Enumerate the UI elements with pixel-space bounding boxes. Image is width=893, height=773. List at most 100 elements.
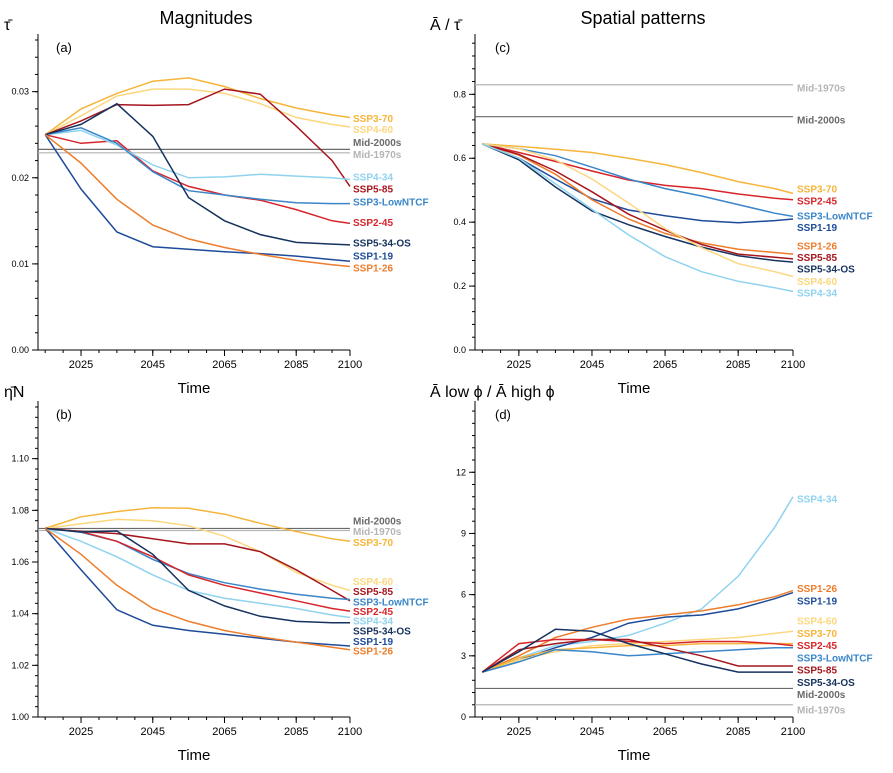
panel-c-spatial-ratio: 0.0 0.2 0.4 0.6 0.8 2025 2045 2065 2085 2100 Time (…	[430, 16, 873, 397]
y-tick-label: 9	[461, 528, 466, 538]
series-line-ssp3-lowntcf	[45, 127, 350, 205]
series-label-mid-1970s: Mid-1970s	[797, 83, 846, 94]
series-label-ssp3-lowntcf: SSP3-LowNTCF	[797, 653, 873, 664]
y-tick-label: 0.01	[11, 259, 29, 269]
series-label-ssp3-lowntcf: SSP3-LowNTCF	[797, 212, 873, 223]
x-axis-label: Time	[178, 380, 211, 397]
x-tick-label: 2045	[580, 726, 604, 738]
y-tick-label: 1.08	[11, 505, 29, 515]
series-line-ssp3-70	[482, 143, 794, 195]
series-label-ssp2-45: SSP2-45	[797, 197, 837, 208]
series-label-mid-2000s: Mid-2000s	[353, 517, 402, 528]
series-line-ssp4-60	[45, 518, 351, 592]
series-line-ssp2-45	[482, 143, 794, 201]
series-label-ssp4-34: SSP4-34	[797, 494, 837, 505]
panel-letter: (b)	[56, 407, 72, 422]
panel-letter: (c)	[495, 40, 510, 55]
series-line-ssp3-70	[44, 507, 351, 543]
series-label-ssp4-60: SSP4-60	[353, 125, 393, 136]
x-tick-label: 2065	[653, 359, 677, 371]
x-tick-label: 2065	[212, 359, 236, 371]
series-line-ssp2-45	[481, 638, 794, 673]
x-axis-label: Time	[618, 380, 651, 397]
y-tick-label: 0.0	[453, 345, 466, 355]
series-line-ssp4-34	[45, 129, 351, 181]
series-label-ssp3-70: SSP3-70	[797, 629, 837, 640]
series-label-ssp1-26: SSP1-26	[353, 647, 393, 658]
x-tick-label: 2025	[507, 359, 531, 371]
y-axis-label: η̄N	[4, 384, 24, 401]
x-tick-label: 2065	[653, 726, 677, 738]
x-tick-label: 2065	[212, 726, 236, 738]
series-label-ssp1-19: SSP1-19	[353, 637, 393, 648]
series-line-ssp2-45	[45, 133, 351, 225]
x-tick-label: 2025	[69, 726, 93, 738]
series-label-mid-2000s: Mid-2000s	[797, 690, 846, 701]
y-tick-label: 1.04	[11, 609, 29, 619]
series-line-ssp1-26	[44, 527, 351, 651]
panel-letter: (a)	[56, 40, 72, 55]
series-label-ssp5-34-os: SSP5-34-OS	[353, 239, 411, 250]
series-label-ssp1-26: SSP1-26	[353, 264, 393, 275]
x-tick-label: 2085	[726, 726, 750, 738]
series-line-ssp1-26	[44, 134, 351, 268]
series-line-ssp3-70	[44, 77, 351, 136]
y-axis-label: Ā low ϕ / Ā high ϕ	[430, 383, 555, 401]
series-label-ssp4-34: SSP4-34	[353, 172, 393, 183]
y-tick-label: 1.10	[11, 454, 29, 464]
series-line-ssp4-60	[44, 88, 351, 136]
panel-letter: (d)	[495, 407, 511, 422]
series-label-ssp4-34: SSP4-34	[797, 289, 837, 300]
series-line-ssp5-34-os	[482, 143, 794, 263]
series-line-ssp2-45	[45, 527, 351, 612]
series-label-ssp1-26: SSP1-26	[797, 584, 837, 595]
y-tick-label: 3	[461, 651, 466, 661]
series-line-ssp3-lowntcf	[45, 527, 351, 601]
series-label-ssp3-lowntcf: SSP3-LowNTCF	[353, 597, 429, 608]
series-line-ssp5-34-os	[45, 527, 350, 624]
title-magnitudes: Magnitudes	[159, 8, 252, 28]
x-tick-label: 2100	[338, 726, 362, 738]
y-tick-label: 0.2	[453, 281, 466, 291]
x-tick-label: 2045	[141, 359, 165, 371]
series-line-ssp4-60	[482, 143, 794, 278]
y-tick-label: 12	[456, 467, 466, 477]
series-label-ssp1-26: SSP1-26	[797, 242, 837, 253]
x-tick-label: 2025	[69, 359, 93, 371]
series-line-ssp5-34-os	[481, 628, 793, 673]
series-line-ssp5-85	[44, 88, 351, 187]
x-tick-label: 2045	[580, 359, 604, 371]
panel-a-magnitude-tau: 0.00 0.01 0.02 0.03 2025 2045 2065 2085 2100 Time…	[4, 17, 429, 397]
x-tick-label: 2085	[284, 726, 308, 738]
series-label-ssp1-19: SSP1-19	[797, 223, 837, 234]
series-line-ssp1-26	[482, 143, 794, 255]
x-tick-label: 2100	[338, 359, 362, 371]
y-tick-label: 0.02	[11, 173, 29, 183]
series-line-ssp5-85	[481, 638, 793, 673]
x-tick-label: 2100	[781, 726, 805, 738]
series-label-ssp1-19: SSP1-19	[353, 252, 393, 263]
series-label-ssp2-45: SSP2-45	[797, 641, 837, 652]
series-line-ssp4-34	[44, 527, 351, 619]
series-label-ssp4-60: SSP4-60	[353, 577, 393, 588]
series-label-mid-2000s: Mid-2000s	[797, 115, 846, 126]
series-line-ssp5-85	[482, 143, 794, 260]
series-line-ssp1-19	[44, 134, 351, 263]
series-line-ssp3-lowntcf	[482, 143, 794, 218]
panel-b-eta-n: 1.00 1.02 1.04 1.06 1.08 1.10 2025 2045 2065 2085…	[4, 384, 429, 764]
series-label-ssp1-19: SSP1-19	[797, 596, 837, 607]
x-tick-label: 2025	[507, 726, 531, 738]
y-axis-label: Ā / τ̄	[430, 16, 463, 34]
series-label-ssp2-45: SSP2-45	[353, 607, 393, 618]
series-line-ssp3-lowntcf	[482, 646, 793, 673]
series-label-ssp3-70: SSP3-70	[797, 185, 837, 196]
series-label-ssp4-60: SSP4-60	[797, 617, 837, 628]
series-label-ssp5-85: SSP5-85	[797, 666, 837, 677]
x-tick-label: 2100	[781, 359, 805, 371]
y-tick-label: 0	[461, 712, 466, 722]
series-line-ssp3-70	[482, 642, 793, 673]
series-line-ssp1-26	[481, 589, 794, 673]
y-tick-label: 1.00	[11, 712, 29, 722]
series-label-mid-1970s: Mid-1970s	[797, 705, 846, 716]
panel-d-low-high-phi-ratio: 0 3 6 9 12 2025 2045 2065 2085 2100 Time (d) Ā low ϕ…	[430, 383, 873, 764]
